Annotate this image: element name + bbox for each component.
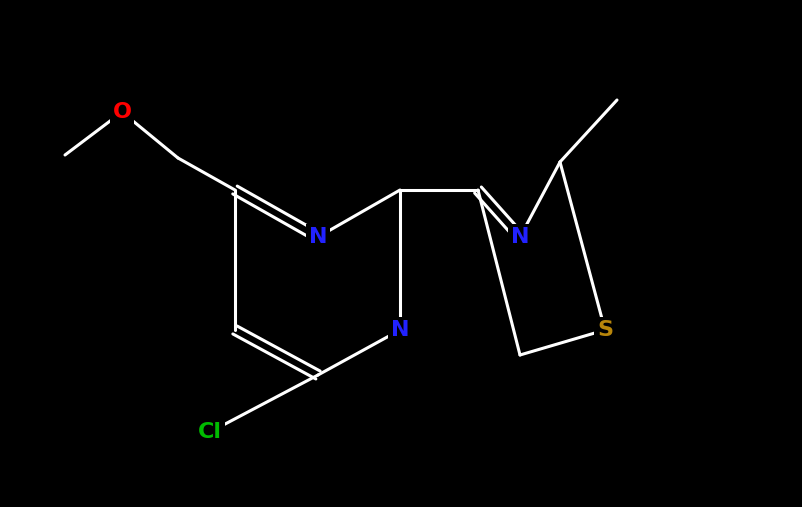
Text: N: N [391, 320, 409, 340]
Text: N: N [308, 227, 327, 247]
Text: O: O [112, 102, 132, 122]
Text: Cl: Cl [198, 422, 221, 442]
Text: S: S [596, 320, 612, 340]
Text: N: N [510, 227, 529, 247]
